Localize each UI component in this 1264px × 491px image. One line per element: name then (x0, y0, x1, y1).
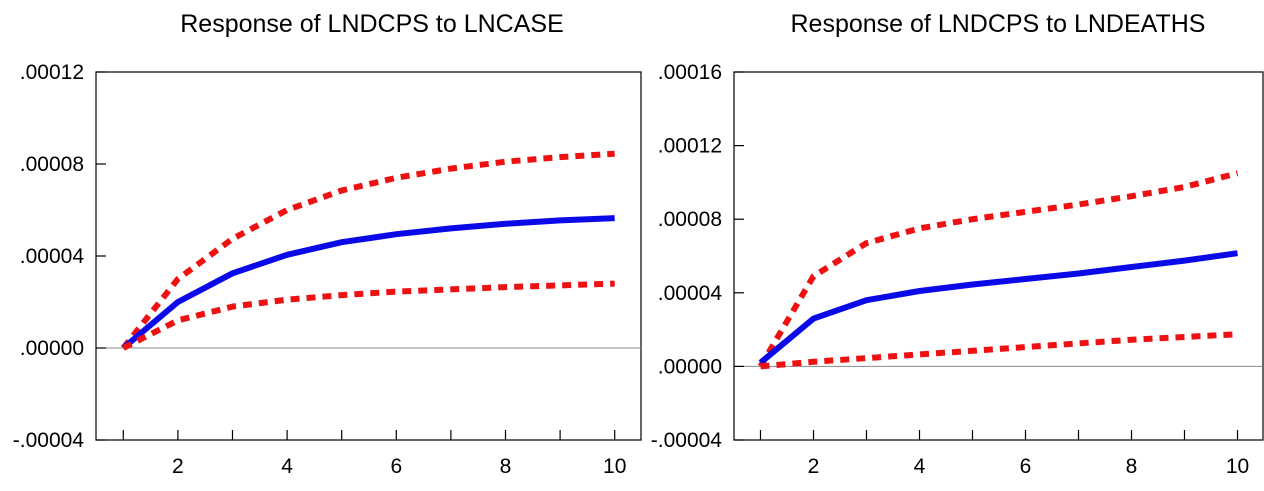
right-response-line (758, 250, 1238, 366)
right-x-tick-label: 10 (1226, 455, 1249, 478)
right-x-tick-label: 4 (914, 455, 926, 478)
right-y-tick-label: .00004 (658, 282, 723, 305)
right-lower-band-line (760, 331, 1238, 370)
right-upper-band-line (757, 170, 1239, 368)
left-y-tick-label: .00004 (20, 245, 85, 268)
left-x-tick-label: 6 (390, 455, 402, 478)
left-lower-band-line (121, 280, 615, 351)
left-response-line (121, 215, 615, 351)
right-y-tick-label: .00012 (658, 135, 722, 158)
left-x-tick-label: 2 (172, 455, 184, 478)
right-x-tick-label: 2 (808, 455, 820, 478)
right-chart-panel: Response of LNDCPS to LNDEATHS -.00004 .00… (651, 10, 1264, 478)
left-x-tick-label: 8 (500, 455, 512, 478)
right-y-tick-label: .00016 (658, 61, 722, 84)
left-y-tick-label: -.00004 (13, 429, 85, 452)
left-plot-frame (95, 71, 642, 441)
right-x-tick-label: 8 (1126, 455, 1138, 478)
left-x-tick-label: 10 (603, 455, 626, 478)
right-y-tick-label: .00008 (658, 208, 722, 231)
left-chart-title: Response of LNDCPS to LNCASE (180, 10, 564, 38)
right-plot-frame (733, 71, 1264, 441)
left-x-tick-label: 4 (281, 455, 293, 478)
right-y-tick-label: -.00004 (651, 429, 723, 452)
left-chart-panel: Response of LNDCPS to LNCASE -.00004 .0000… (13, 10, 642, 478)
left-y-tick-label: .00008 (20, 153, 84, 176)
left-upper-band-line (120, 150, 615, 350)
right-x-tick-label: 6 (1020, 455, 1032, 478)
left-y-tick-label: .00012 (20, 61, 84, 84)
right-chart-title: Response of LNDCPS to LNDEATHS (791, 10, 1206, 38)
right-y-tick-label: .00000 (658, 355, 722, 378)
left-y-tick-label: .00000 (20, 337, 84, 360)
